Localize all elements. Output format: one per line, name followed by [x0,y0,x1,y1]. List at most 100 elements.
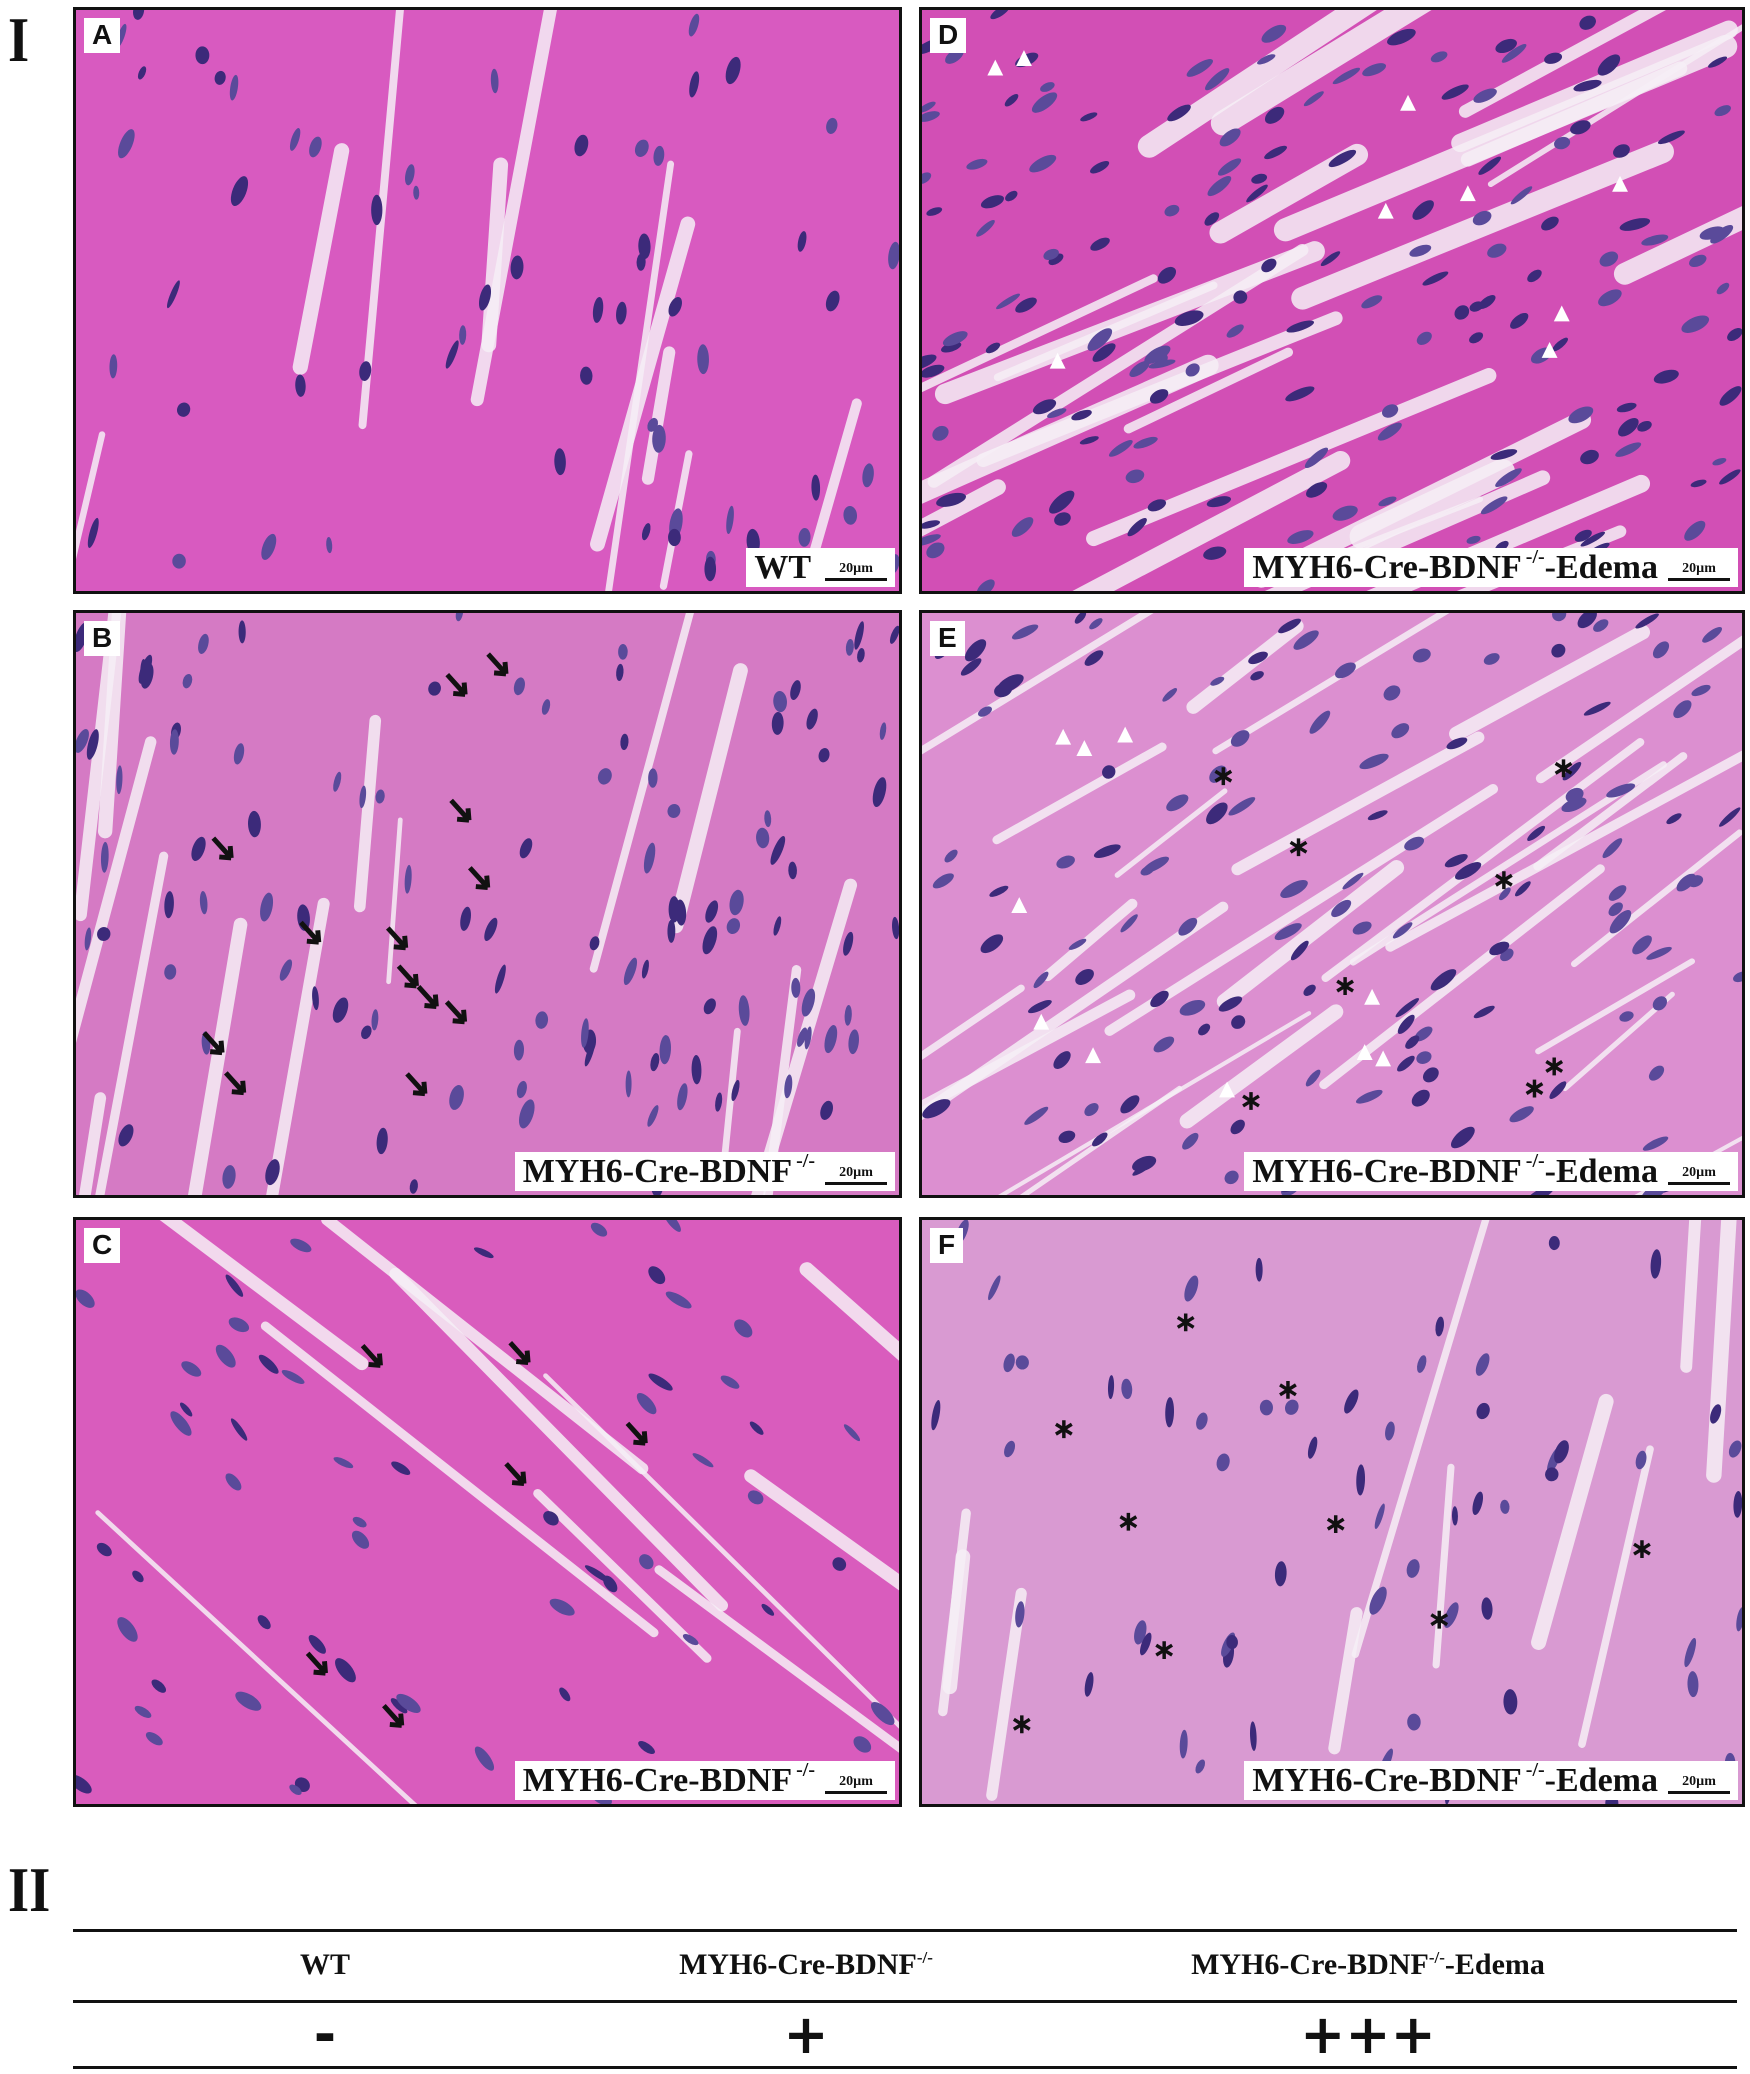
nucleus [100,841,109,873]
panel-caption: MYH6-Cre-BDNF -/--Edema 20µm [1244,1150,1738,1191]
nucleus [1207,176,1232,197]
interstitial-space [808,398,862,560]
nucleus [1140,865,1155,876]
header-suffix: -Edema [1444,1948,1545,1981]
scale-bar: 20µm [1668,1165,1730,1191]
nucleus [118,129,135,159]
nucleus [1552,613,1567,622]
nucleus [1412,648,1431,663]
arrowhead-icon [1553,305,1570,322]
nucleus [1454,305,1470,320]
nucleus [1481,1597,1493,1620]
scale-bar-label: 20µm [839,560,873,576]
genotype-suffix: -Edema [1544,1152,1658,1190]
nucleus [76,1289,95,1308]
nucleus [1602,838,1623,859]
nucleus [164,964,177,980]
nucleus [279,959,293,981]
nucleus [86,729,99,760]
interstitial-space [976,311,1343,468]
nucleus [1024,1106,1049,1125]
nucleus [260,892,274,922]
nucleus [1574,529,1592,542]
nucleus [1383,685,1401,701]
nucleus [138,654,153,684]
nucleus [1374,1503,1385,1529]
nucleus [519,838,533,859]
interstitial-space [922,274,1158,418]
nucleus [225,1274,244,1297]
nucleus [688,13,700,37]
panel-e: E MYH6-Cre-BDNF -/--Edema 20µm [919,610,1745,1198]
nucleus [230,176,249,207]
nucleus [1469,301,1484,312]
nucleus [1259,1399,1273,1416]
nucleus [145,1732,163,1746]
nucleus [725,56,741,85]
nucleus [1472,1491,1484,1516]
nucleus [449,1085,464,1110]
nucleus [391,1461,411,1475]
genotype-suffix: -Edema [1544,548,1658,586]
nucleus [1407,1713,1421,1731]
arrowhead-icon [1219,1081,1236,1098]
nucleus [729,889,744,916]
nucleus [1195,1759,1206,1774]
arrowhead-icon [1377,202,1394,219]
panel-caption: WT 20µm [746,547,895,587]
nucleus [1699,226,1725,240]
interstitial-space [799,1262,899,1415]
nucleus [513,1039,524,1061]
nucleus [1583,701,1611,716]
interstitial-space [721,1027,741,1163]
nucleus [359,361,372,381]
nucleus [332,997,349,1023]
nucleus [1186,59,1214,77]
nucleus [580,366,593,385]
interstitial-space [1349,761,1667,966]
nucleus [375,789,385,804]
nucleus [1125,469,1145,484]
interstitial-space [1231,731,1485,876]
nucleus [455,613,464,622]
interstitial-space [1291,140,1674,310]
nucleus [1219,128,1241,147]
nucleus [1054,512,1071,526]
nucleus [494,964,506,994]
nucleus [826,117,838,134]
nucleus [1248,651,1268,665]
nucleus [1503,1689,1518,1715]
nucleus [1331,899,1352,918]
nucleus [1527,825,1546,841]
nucleus [773,690,787,713]
nucleus [1303,984,1316,996]
nucleus [870,1701,895,1726]
nucleus [1015,1601,1025,1628]
nucleus [747,1490,764,1505]
nucleus [960,658,982,676]
interstitial-space [76,431,106,591]
interstitial-space [389,1267,729,1612]
arrowhead-icon [1085,1047,1101,1064]
arrowhead-icon [1016,50,1032,66]
nucleus [976,219,995,237]
nucleus [1422,1067,1439,1083]
nucleus [597,768,612,785]
nucleus [1489,941,1510,956]
part-two-label: II [8,1854,51,1925]
nucleus [1356,1464,1366,1496]
interstitial-space [353,714,382,913]
nucleus [1712,458,1727,466]
header-text: WT [299,1948,351,1981]
histology-image [76,1220,899,1804]
interstitial-space [922,901,1229,1134]
nucleus [559,1687,571,1702]
nucleus [703,998,716,1015]
nucleus [1047,408,1067,418]
nucleus [1166,794,1189,812]
nucleus [773,916,782,936]
nucleus [1580,531,1606,547]
nucleus [172,553,186,569]
nucleus [1290,940,1309,961]
nucleus [648,1373,673,1391]
